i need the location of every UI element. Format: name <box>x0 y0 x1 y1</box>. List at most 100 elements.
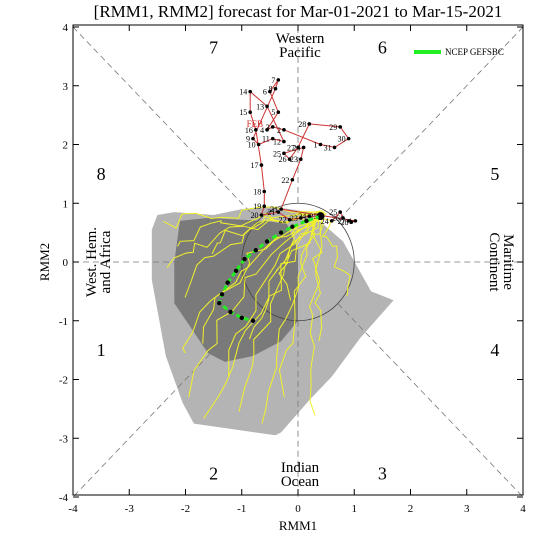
observed-day-label: 14 <box>239 88 247 97</box>
observed-day-label: 2 <box>277 126 281 135</box>
observed-day-label: 28 <box>340 218 348 227</box>
observed-day-label: 24 <box>298 212 306 221</box>
y-tick-label: -3 <box>59 433 69 445</box>
observed-day-label: 21 <box>267 208 275 217</box>
observed-day-label: 18 <box>253 188 261 197</box>
chart-title: [RMM1, RMM2] forecast for Mar-01-2021 to… <box>94 2 503 21</box>
ensemble-member-tracks <box>163 206 351 424</box>
region-label-top: Western <box>276 31 325 47</box>
observed-point <box>329 219 334 223</box>
observed-day-label: 13 <box>256 102 264 111</box>
ensemble-member-line <box>188 220 320 398</box>
observed-point <box>346 219 351 223</box>
region-label-left: and Africa <box>98 230 114 293</box>
x-axis-label: RMM1 <box>279 518 317 533</box>
ensemble-mean-point <box>228 309 233 315</box>
ensemble-mean-point <box>225 280 230 285</box>
y-tick-label: 0 <box>63 257 69 269</box>
ensemble-member-line <box>203 212 327 419</box>
observed-point <box>341 216 345 220</box>
observed-point <box>248 89 252 94</box>
ensemble-mean-track <box>217 213 323 323</box>
observed-point <box>299 216 303 220</box>
observed-day-label: 3 <box>266 123 270 132</box>
observed-point <box>287 157 292 161</box>
observed-day-label: 17 <box>250 161 258 170</box>
diagonal-guide <box>72 303 259 498</box>
observed-day-label: 26 <box>332 214 340 223</box>
region-label-right: Continent <box>486 232 502 292</box>
phase-number: 8 <box>97 164 106 184</box>
observed-day-label: 23 <box>290 214 298 223</box>
observed-point <box>248 110 252 114</box>
observed-point <box>270 136 275 141</box>
x-tick-label: -1 <box>237 503 246 515</box>
diagonal-guide <box>337 303 524 498</box>
observed-day-label: 27 <box>287 143 295 152</box>
observed-day-label: 6 <box>263 88 267 97</box>
ensemble-member-line <box>163 206 325 229</box>
observed-point <box>276 78 281 82</box>
observed-point <box>349 220 354 224</box>
observed-line <box>249 79 356 223</box>
observed-point <box>307 122 312 126</box>
x-tick-label: 0 <box>295 503 301 515</box>
x-tick-label: -3 <box>125 503 135 515</box>
observed-day-label: 8 <box>269 85 273 94</box>
observed-point <box>282 139 286 144</box>
observed-day-label: 11 <box>262 135 270 144</box>
phase-number: 1 <box>97 340 106 360</box>
phase-number: 4 <box>490 340 499 360</box>
observed-day-label: 16 <box>245 126 253 135</box>
observed-day-label: 31 <box>324 143 332 152</box>
observed-point <box>273 86 278 91</box>
observed-day-label: 20 <box>250 211 258 220</box>
observed-day-label: 30 <box>338 135 346 144</box>
phase-number: 5 <box>490 164 499 184</box>
observed-point <box>307 214 312 218</box>
ensemble-mean-point <box>217 300 222 306</box>
observed-point <box>254 128 258 132</box>
observed-day-label: 1 <box>348 217 352 226</box>
observed-point <box>346 136 351 141</box>
ensemble-mean-point <box>233 268 239 274</box>
ensemble-mean-point <box>290 224 295 229</box>
observed-day-label: 7 <box>271 76 275 85</box>
observed-point <box>290 177 295 182</box>
observed-day-label: 19 <box>253 202 261 211</box>
observed-track: 2425262728121222324252627282930311234567… <box>239 76 358 227</box>
phase-number: 7 <box>209 38 218 58</box>
observed-point <box>259 163 264 167</box>
observed-day-label: 9 <box>246 135 250 144</box>
observed-point <box>287 217 292 222</box>
ensemble-mean-point <box>304 218 309 224</box>
observed-point <box>256 142 261 147</box>
ensemble-mean-point <box>242 256 247 262</box>
observed-day-label: 25 <box>329 208 337 217</box>
month-label: FEB <box>247 119 264 129</box>
ensemble-member-line <box>211 215 320 255</box>
ensemble-member-line <box>184 211 321 298</box>
observed-point <box>353 219 358 223</box>
y-tick-label: -1 <box>59 316 68 328</box>
legend: NCEP GEFSBC <box>414 47 504 57</box>
observed-point <box>279 207 283 211</box>
observed-point <box>282 128 286 132</box>
ensemble-member-line <box>248 214 323 340</box>
observed-point <box>282 151 286 156</box>
region-label-bottom: Indian <box>281 460 320 476</box>
observed-point <box>270 125 275 129</box>
region-label-bottom: Ocean <box>281 474 320 490</box>
observed-day-label: 12 <box>273 138 281 147</box>
ensemble-mean-point <box>278 230 284 235</box>
ensemble-mean-point <box>250 318 256 323</box>
observed-day-label: 4 <box>260 126 264 135</box>
region-label-right: Maritime <box>500 234 516 290</box>
diagonal-guide <box>337 26 524 221</box>
observed-day-label: 22 <box>279 216 287 225</box>
ensemble-member-line <box>261 217 317 424</box>
observed-point <box>276 210 281 214</box>
observed-day-label: 22 <box>281 176 289 185</box>
observed-point <box>318 142 323 147</box>
